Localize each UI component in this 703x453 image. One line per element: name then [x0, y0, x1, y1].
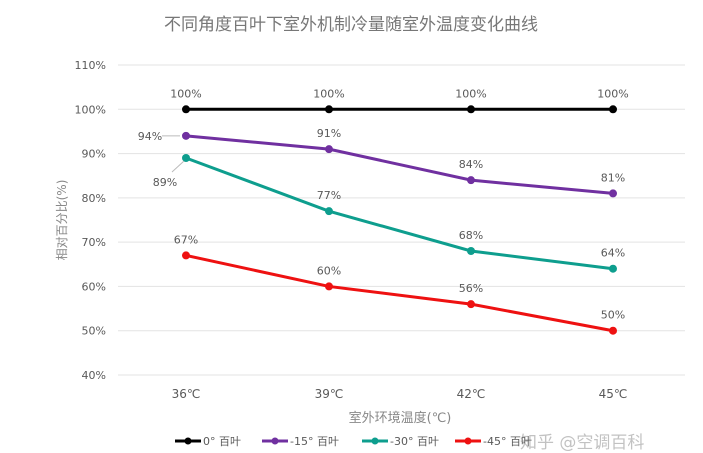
leader-line: [171, 160, 185, 173]
data-point: [325, 105, 333, 114]
data-label: 94%: [138, 130, 162, 143]
data-point: [325, 145, 333, 154]
legend-marker: [271, 437, 279, 445]
y-tick-label: 100%: [75, 103, 106, 116]
data-label: 60%: [317, 264, 341, 277]
series-line: [185, 156, 614, 271]
data-point: [609, 105, 617, 114]
legend-label: -45° 百叶: [483, 435, 532, 448]
y-tick-label: 70%: [82, 236, 106, 249]
y-tick-label: 60%: [82, 280, 106, 293]
legend-marker: [464, 437, 472, 445]
y-tick-label: 90%: [82, 148, 106, 161]
chart-title: 不同角度百叶下室外机制冷量随室外温度变化曲线: [164, 15, 538, 35]
data-point: [467, 300, 475, 309]
series-line: [185, 253, 614, 333]
data-point: [325, 207, 333, 216]
data-label: 68%: [459, 229, 483, 242]
x-axis-label: 室外环境温度(℃): [349, 410, 452, 426]
x-tick-label: 36℃: [172, 387, 201, 401]
data-point: [609, 326, 617, 335]
legend-label: 0° 百叶: [203, 435, 241, 448]
legend-marker: [184, 437, 192, 445]
y-axis-label: 相对百分比(%): [55, 180, 69, 261]
x-tick-label: 45℃: [599, 387, 628, 401]
data-label: 100%: [455, 87, 486, 100]
data-label: 84%: [459, 158, 483, 171]
data-label: 100%: [170, 87, 201, 100]
y-tick-label: 110%: [75, 59, 106, 72]
data-label: 81%: [601, 171, 625, 184]
legend-marker: [371, 437, 379, 445]
data-label: 77%: [317, 189, 341, 202]
data-label: 91%: [317, 127, 341, 140]
data-label: 50%: [601, 309, 625, 322]
legend-label: -15° 百叶: [290, 435, 339, 448]
data-label: 64%: [601, 247, 625, 260]
data-point: [467, 247, 475, 255]
x-tick-label: 39℃: [315, 387, 344, 401]
y-tick-label: 50%: [82, 325, 106, 338]
data-label: 89%: [153, 176, 177, 189]
y-tick-label: 80%: [82, 192, 106, 205]
data-label: 56%: [459, 282, 483, 295]
watermark: 知乎 @空调百科: [520, 433, 644, 453]
x-tick-label: 42℃: [457, 387, 486, 401]
data-label: 67%: [174, 233, 198, 246]
data-point: [467, 105, 475, 114]
data-point: [467, 176, 475, 185]
series-line: [185, 134, 614, 195]
data-point: [182, 251, 190, 260]
y-tick-label: 40%: [82, 369, 106, 382]
data-point: [609, 189, 617, 198]
data-label: 100%: [313, 87, 344, 100]
data-point: [325, 282, 333, 291]
legend-label: -30° 百叶: [390, 435, 439, 448]
data-point: [609, 264, 617, 273]
data-point: [182, 105, 190, 114]
data-point: [182, 131, 190, 140]
data-label: 100%: [597, 87, 628, 100]
data-point: [182, 154, 190, 162]
